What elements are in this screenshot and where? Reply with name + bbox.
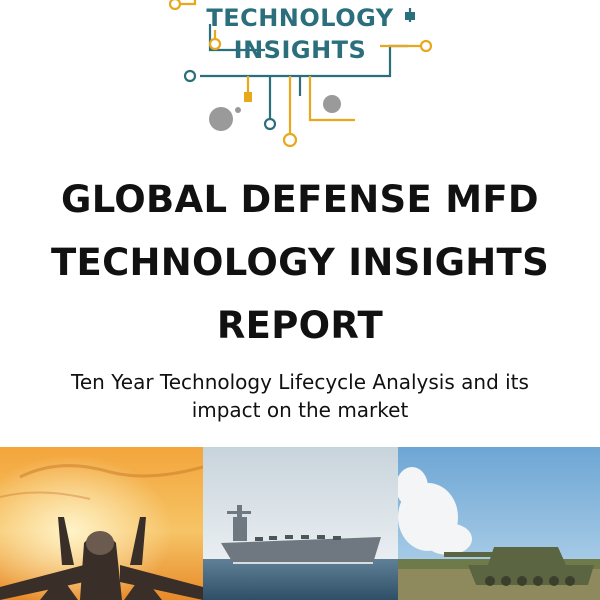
report-subtitle-line1: Ten Year Technology Lifecycle Analysis a… xyxy=(71,370,529,394)
logo-wordmark-line1: TECHNOLOGY xyxy=(206,4,394,32)
tank-photo xyxy=(398,447,600,600)
circuit-logo-icon xyxy=(168,0,433,148)
report-title-line1: GLOBAL DEFENSE MFD xyxy=(61,178,539,221)
fighter-jet-photo xyxy=(0,447,203,600)
report-subtitle: Ten Year Technology Lifecycle Analysis a… xyxy=(20,368,580,424)
report-title: GLOBAL DEFENSE MFD TECHNOLOGY INSIGHTS R… xyxy=(0,168,600,357)
report-title-line3: REPORT xyxy=(216,304,384,347)
logo: TECHNOLOGY INSIGHTS xyxy=(0,0,600,160)
report-subtitle-line2: impact on the market xyxy=(191,398,409,422)
report-title-line2: TECHNOLOGY INSIGHTS xyxy=(50,241,550,284)
logo-wordmark-line2: INSIGHTS xyxy=(233,36,367,64)
aircraft-carrier-photo xyxy=(203,447,398,600)
photo-strip xyxy=(0,447,600,600)
